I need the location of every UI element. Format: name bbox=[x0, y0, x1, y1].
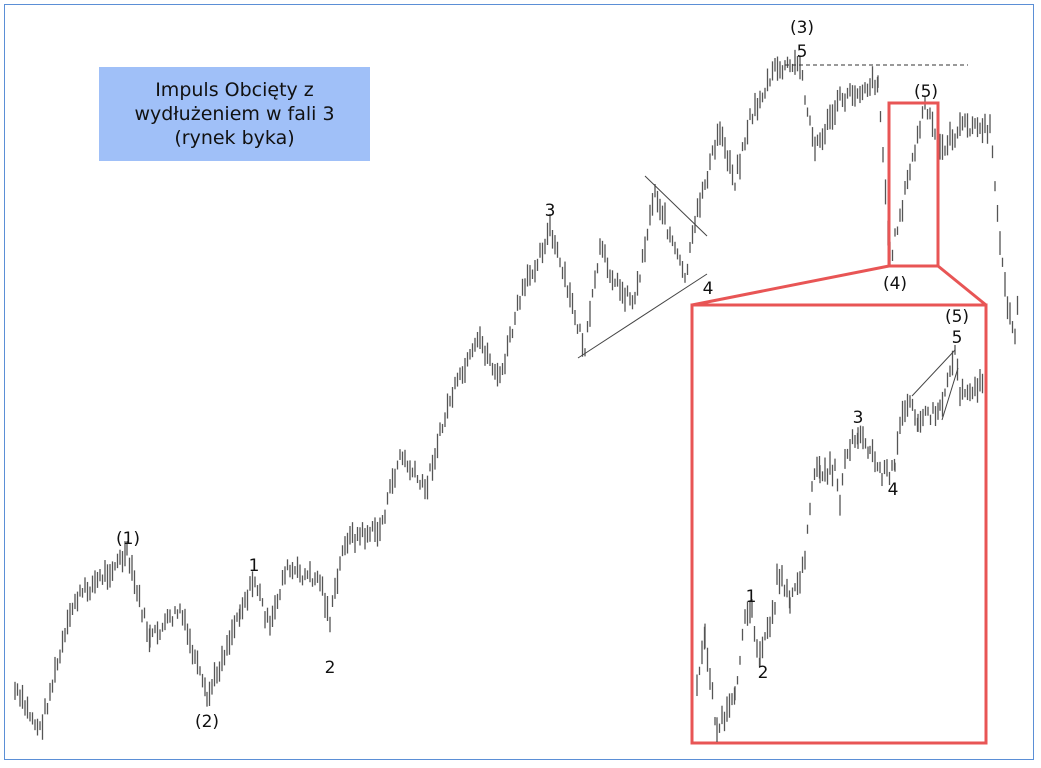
wave-label-2: (2) bbox=[194, 712, 220, 732]
wave-label-4: (4) bbox=[882, 274, 908, 294]
inset-label-1: 1 bbox=[745, 587, 757, 607]
inset-price-bars bbox=[696, 344, 984, 742]
wave-label-3: (3) bbox=[789, 18, 815, 38]
wave3-channel-upper bbox=[644, 175, 708, 237]
title-line-2: wydłużeniem w fali 3 bbox=[134, 103, 335, 125]
zoom-connector-left bbox=[691, 264, 890, 307]
subwave-label-3: 3 bbox=[544, 201, 556, 221]
subwave-label-2: 2 bbox=[324, 658, 336, 678]
wave3-channel-lower bbox=[577, 273, 708, 359]
title-line-3: (rynek byka) bbox=[174, 127, 295, 149]
inset-wedge-lower bbox=[941, 367, 959, 421]
inset-label-4: 4 bbox=[887, 480, 899, 500]
chart-title: Impuls Obcięty z wydłużeniem w fali 3 (r… bbox=[99, 67, 370, 161]
zoom-connector-right bbox=[937, 264, 987, 307]
inset-label-5-paren: (5) bbox=[944, 307, 970, 327]
subwave-label-1: 1 bbox=[248, 556, 260, 576]
wave-label-5: (5) bbox=[913, 82, 939, 102]
inset-box bbox=[690, 303, 988, 745]
inset-wedge-upper bbox=[911, 349, 956, 397]
subwave-label-4: 4 bbox=[702, 279, 714, 299]
inset-label-2: 2 bbox=[757, 663, 769, 683]
inset-label-5: 5 bbox=[951, 328, 963, 348]
inset-label-3: 3 bbox=[852, 408, 864, 428]
wave-label-1: (1) bbox=[115, 529, 141, 549]
main-price-bars bbox=[14, 49, 1019, 740]
title-line-1: Impuls Obcięty z bbox=[155, 79, 314, 101]
chart-frame bbox=[4, 4, 1034, 760]
wave5-highlight-box bbox=[887, 101, 940, 268]
subwave-label-5: 5 bbox=[796, 42, 808, 62]
